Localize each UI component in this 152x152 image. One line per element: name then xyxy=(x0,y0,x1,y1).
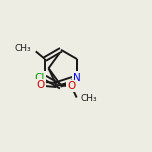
Text: N: N xyxy=(73,73,81,83)
Text: Cl: Cl xyxy=(34,73,45,83)
Text: CH₃: CH₃ xyxy=(80,94,97,103)
Text: O: O xyxy=(67,81,76,91)
Text: CH₃: CH₃ xyxy=(14,44,31,53)
Text: O: O xyxy=(36,80,45,90)
